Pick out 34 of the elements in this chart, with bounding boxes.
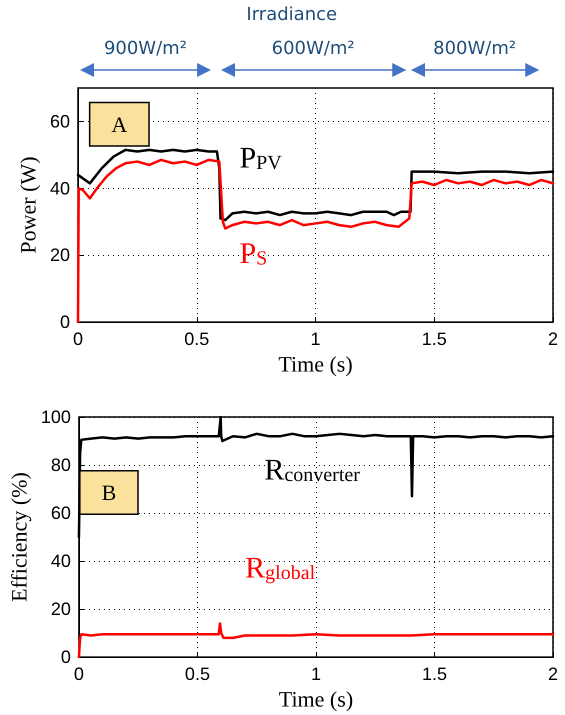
y-tick-label: 60	[50, 111, 70, 132]
x-axis-title: Time (s)	[278, 352, 353, 376]
series-label: Rconverter	[264, 453, 360, 486]
series-label: PS	[240, 237, 268, 270]
series-label: PPV	[240, 142, 282, 175]
text: 900W/m²	[104, 38, 187, 59]
y-axis-title: Power (W)	[16, 156, 41, 254]
x-tick-label: 0	[74, 664, 84, 684]
x-tick-label: 0.5	[184, 329, 210, 350]
x-tick-label: 1.5	[422, 664, 447, 684]
x-tick-label: 1	[310, 329, 321, 350]
y-tick-label: 0	[60, 647, 71, 668]
y-tick-label: 80	[50, 455, 71, 476]
x-tick-label: 2	[548, 664, 558, 684]
series-label: Rglobal	[245, 551, 316, 584]
x-tick-label: 1	[310, 664, 321, 684]
y-tick-label: 60	[50, 503, 71, 524]
y-tick-label: 0	[60, 312, 70, 332]
y-tick-label: 20	[50, 245, 70, 266]
y-tick-label: 40	[50, 551, 71, 572]
x-tick-label: 0.5	[184, 664, 210, 684]
x-tick-label: 1.5	[422, 329, 447, 350]
x-tick-label: 2	[548, 329, 558, 350]
y-tick-label: 100	[40, 407, 71, 427]
y-axis-title: Efficiency (%)	[6, 472, 32, 602]
text: 800W/m²	[433, 38, 516, 59]
y-tick-label: 40	[50, 178, 70, 198]
x-tick-label: 0	[72, 329, 84, 350]
text: Irradiance	[246, 4, 338, 25]
annotation: B	[102, 480, 116, 505]
annotation: A	[111, 112, 128, 137]
text: 600W/m²	[272, 38, 355, 59]
y-tick-label: 20	[50, 599, 71, 620]
x-axis-title: Time (s)	[278, 686, 354, 712]
